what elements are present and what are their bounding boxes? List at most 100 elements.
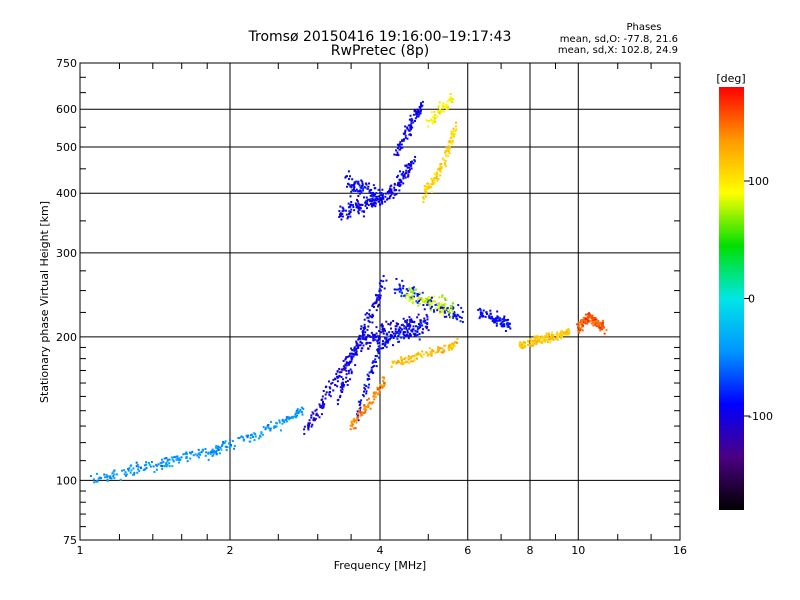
data-point xyxy=(401,146,404,149)
data-point xyxy=(412,162,415,165)
data-point xyxy=(115,473,118,476)
data-point xyxy=(402,330,405,333)
data-point xyxy=(221,443,224,446)
data-point xyxy=(557,335,560,338)
data-point xyxy=(532,343,535,346)
data-point xyxy=(519,346,522,349)
data-point xyxy=(341,206,344,209)
data-point xyxy=(413,354,416,357)
data-point xyxy=(415,357,418,360)
data-point xyxy=(477,308,480,311)
data-point xyxy=(452,310,455,313)
data-point xyxy=(412,328,415,331)
data-point xyxy=(367,375,370,378)
data-point xyxy=(520,342,523,345)
data-point xyxy=(538,339,541,342)
data-point xyxy=(372,204,375,207)
data-point xyxy=(441,295,444,298)
data-point xyxy=(381,200,384,203)
data-point xyxy=(501,318,504,321)
data-point xyxy=(396,331,399,334)
data-point xyxy=(406,329,409,332)
data-point xyxy=(451,143,454,146)
data-point xyxy=(399,141,402,144)
data-point xyxy=(362,196,365,199)
data-point xyxy=(427,329,430,332)
data-point xyxy=(374,392,377,395)
data-point xyxy=(424,325,427,328)
data-point xyxy=(485,311,488,314)
data-point xyxy=(336,399,339,402)
data-point xyxy=(449,137,452,140)
data-point xyxy=(330,382,333,385)
data-point xyxy=(89,475,92,478)
data-point xyxy=(413,110,416,113)
data-point xyxy=(591,319,594,322)
data-point xyxy=(320,398,323,401)
data-point xyxy=(409,114,412,117)
data-point xyxy=(445,108,448,111)
data-point xyxy=(435,174,438,177)
data-point xyxy=(343,368,346,371)
data-point xyxy=(452,312,455,315)
data-point xyxy=(368,313,371,316)
data-point xyxy=(372,314,375,317)
data-point xyxy=(372,202,375,205)
data-point xyxy=(378,389,381,392)
data-point xyxy=(301,411,304,414)
data-point xyxy=(106,478,109,481)
data-point xyxy=(225,446,228,449)
data-point xyxy=(207,451,210,454)
data-point xyxy=(350,370,353,373)
data-point xyxy=(400,336,403,339)
data-point xyxy=(316,414,319,417)
data-point xyxy=(424,321,427,324)
data-point xyxy=(355,188,358,191)
data-point xyxy=(145,463,148,466)
data-point xyxy=(185,452,188,455)
data-point xyxy=(357,194,360,197)
data-point xyxy=(594,318,597,321)
data-point xyxy=(382,346,385,349)
data-point xyxy=(318,416,321,419)
data-point xyxy=(582,320,585,323)
data-point xyxy=(382,193,385,196)
data-point xyxy=(396,176,399,179)
data-point xyxy=(340,382,343,385)
data-point xyxy=(434,307,437,310)
data-point xyxy=(352,189,355,192)
data-point xyxy=(408,129,411,132)
data-point xyxy=(432,115,435,118)
data-point xyxy=(434,173,437,176)
data-point xyxy=(339,396,342,399)
data-point xyxy=(404,296,407,299)
data-point xyxy=(113,473,116,476)
data-point xyxy=(374,355,377,358)
data-point xyxy=(345,361,348,364)
data-point xyxy=(421,350,424,353)
data-point xyxy=(152,465,155,468)
data-point xyxy=(424,186,427,189)
data-point xyxy=(567,329,570,332)
data-point xyxy=(371,361,374,364)
data-point xyxy=(418,338,421,341)
data-point xyxy=(417,304,420,307)
data-point xyxy=(541,340,544,343)
data-point xyxy=(452,130,455,133)
data-point xyxy=(377,200,380,203)
data-point xyxy=(500,323,503,326)
data-point xyxy=(185,455,188,458)
data-point xyxy=(590,317,593,320)
data-point xyxy=(321,404,324,407)
data-point xyxy=(529,344,532,347)
data-point xyxy=(442,158,445,161)
data-point xyxy=(401,172,404,175)
data-point xyxy=(217,448,220,451)
data-point xyxy=(412,355,415,358)
data-point xyxy=(405,360,408,363)
data-point xyxy=(390,189,393,192)
data-point xyxy=(360,412,363,415)
data-point xyxy=(482,309,485,312)
data-point xyxy=(457,314,460,317)
data-point xyxy=(352,355,355,358)
